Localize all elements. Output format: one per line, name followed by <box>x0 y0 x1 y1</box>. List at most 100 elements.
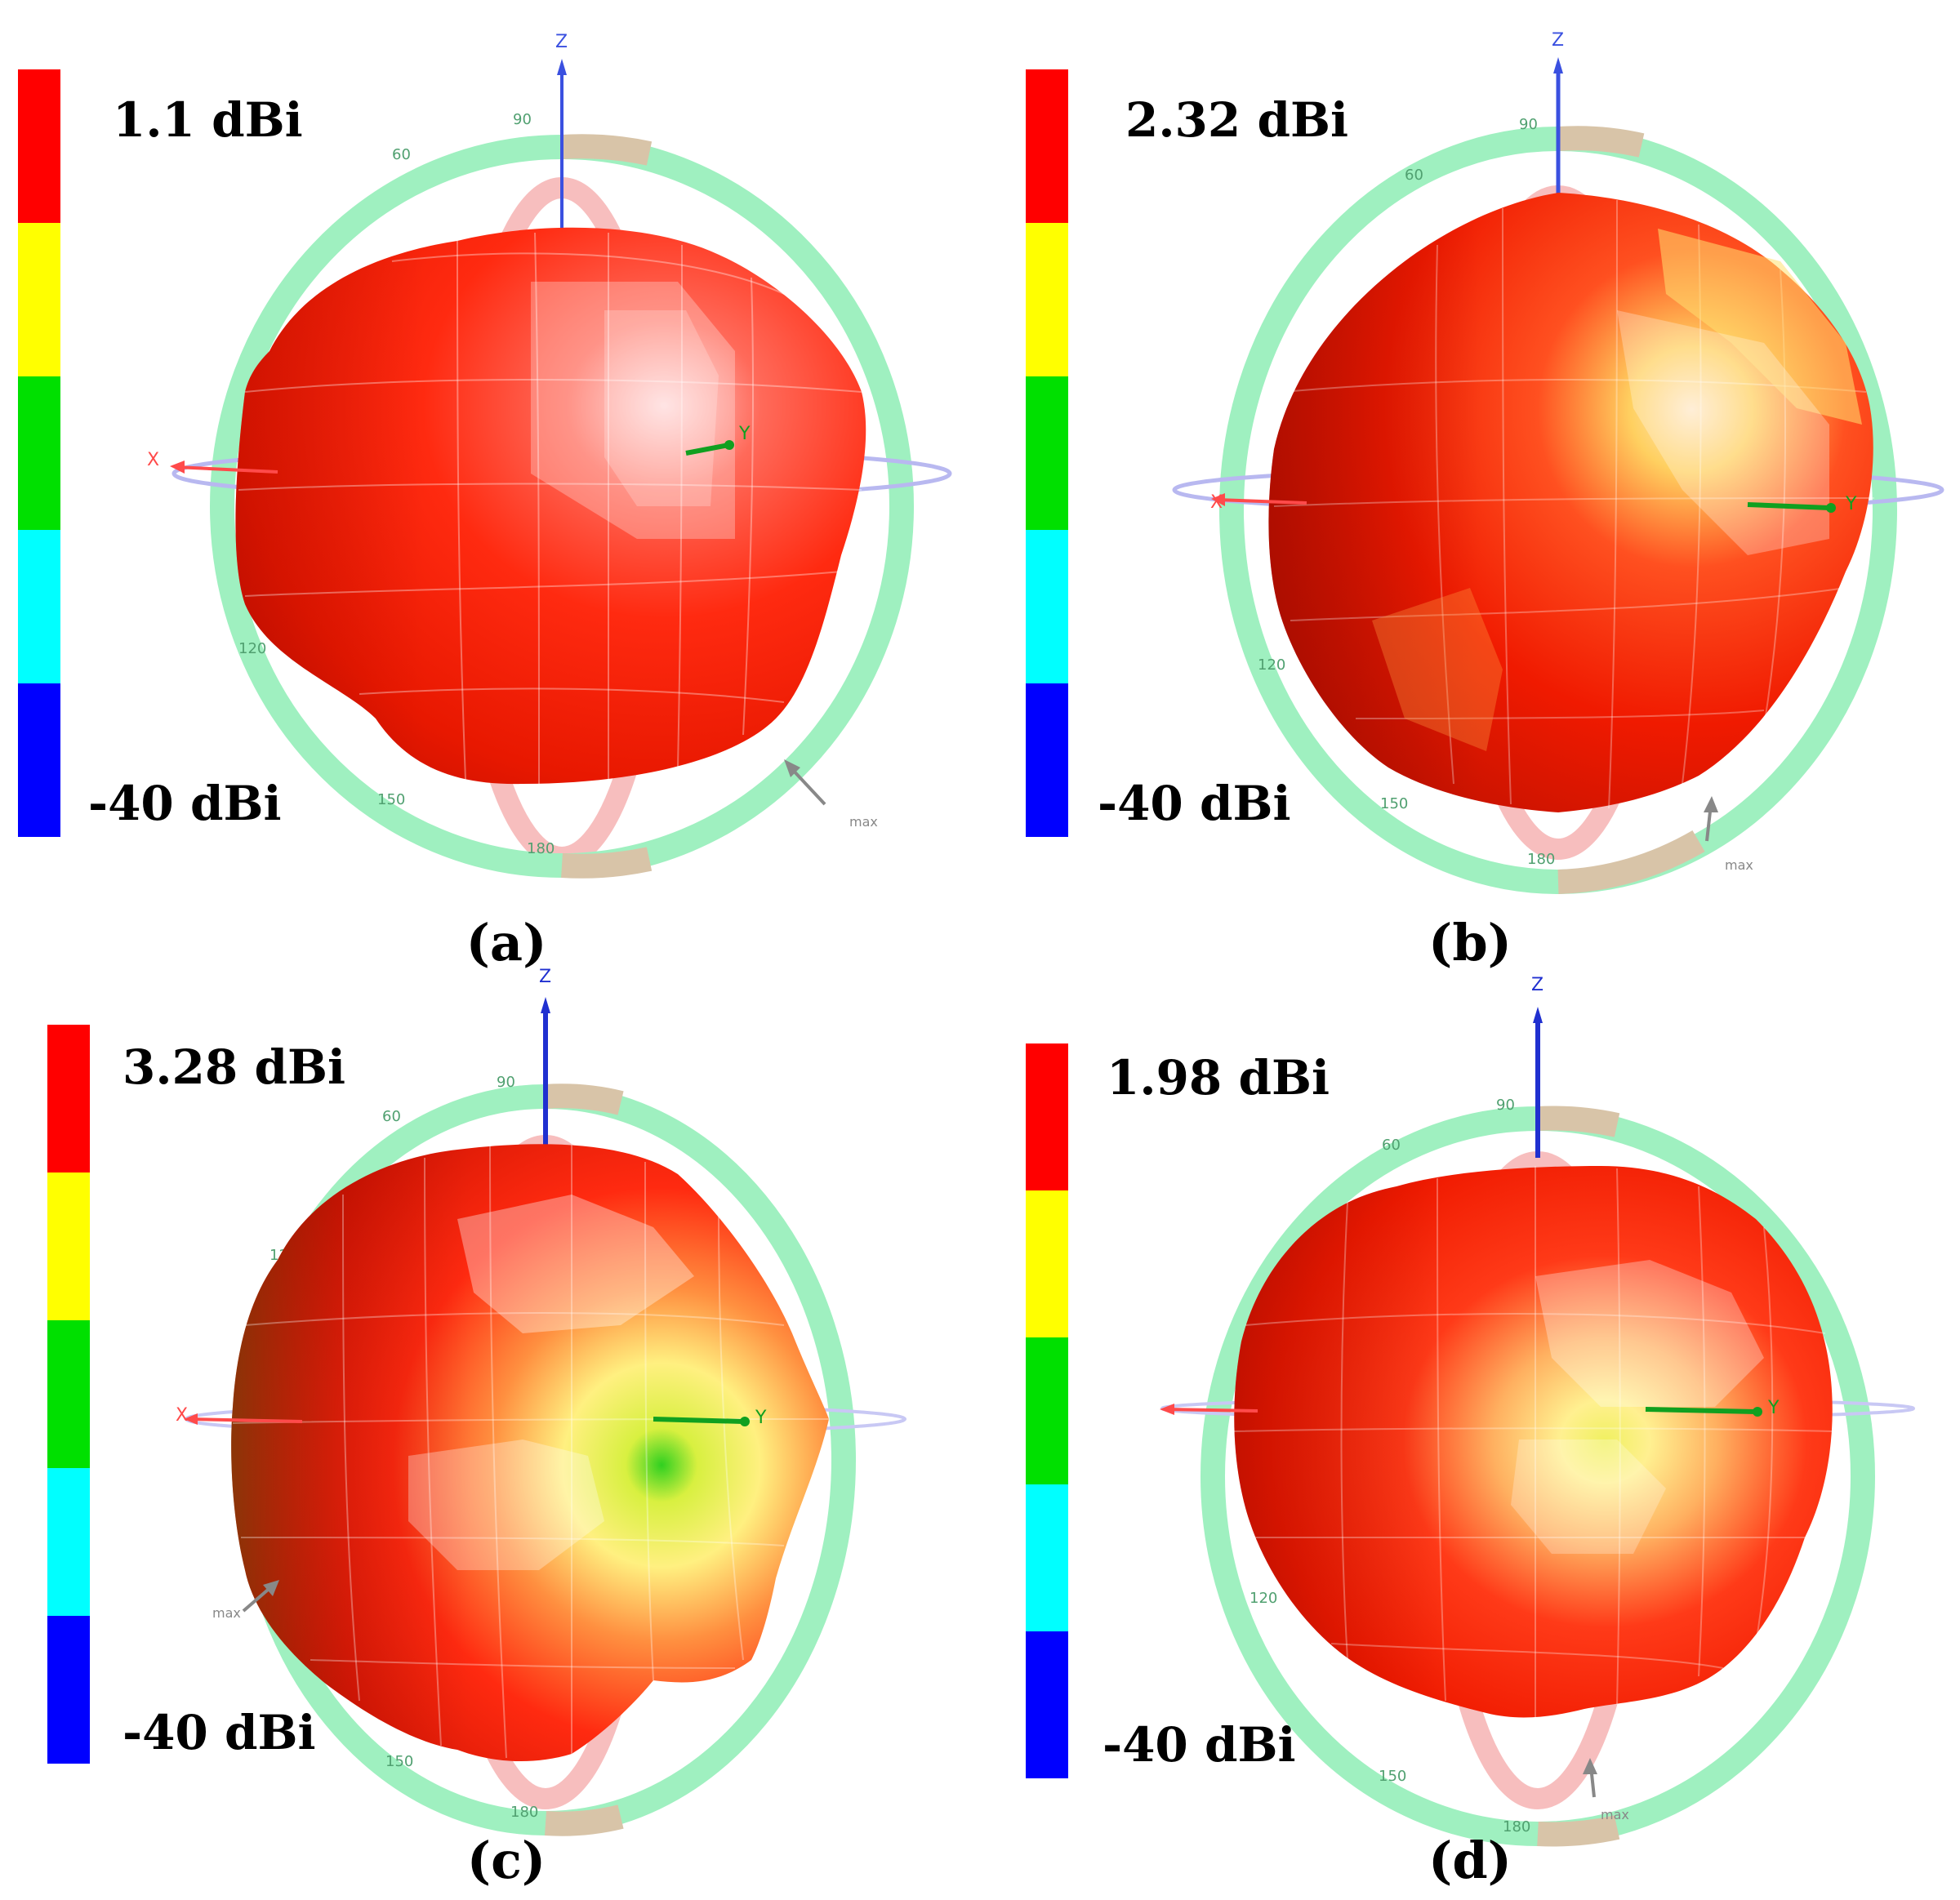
colorbar-segment-yellow <box>1026 1190 1068 1337</box>
max-arrow-icon <box>1704 796 1718 812</box>
ring-tick-90: 90 <box>497 1074 515 1091</box>
max-arrow-icon <box>263 1580 279 1596</box>
colorbar-segment-green <box>1026 1337 1068 1484</box>
max-marker-label: max <box>1601 1807 1629 1822</box>
colorbar-segment-blue <box>1026 683 1068 837</box>
panel-b: 2.32 dBi -40 dBi 90 60 12 <box>980 0 1960 968</box>
z-axis-label: Z <box>1552 30 1564 51</box>
ring-tick-60: 60 <box>392 146 411 163</box>
x-axis-arrow-icon <box>1211 493 1225 506</box>
max-arrow-icon <box>784 759 800 777</box>
max-gain-label: 1.1 dBi <box>113 92 303 148</box>
panel-d: 1.98 dBi -40 dBi 90 60 <box>980 950 1960 1899</box>
ring-tick-180: 180 <box>527 840 555 857</box>
colorbar-segment-cyan <box>47 1468 90 1616</box>
min-gain-label: -40 dBi <box>88 776 282 831</box>
colorbar-segment-yellow <box>1026 223 1068 376</box>
y-axis-label: Y <box>1845 494 1857 514</box>
panel-caption: (d) <box>1428 1831 1512 1890</box>
z-axis: Z <box>539 967 551 1154</box>
ring-tick-90: 90 <box>1496 1097 1515 1114</box>
ring-tick-labels: 90 60 120 150 180 <box>238 111 555 857</box>
antenna-pattern-lobe <box>1232 1166 1834 1718</box>
colorbar <box>1026 1043 1068 1778</box>
ring-tick-labels: 90 60 120 150 180 <box>1258 116 1555 868</box>
x-axis: X <box>1210 492 1307 513</box>
z-axis: Z <box>555 32 568 245</box>
colorbar <box>1026 69 1068 837</box>
ring-tick-150: 150 <box>385 1753 413 1770</box>
ring-tick-120: 120 <box>1250 1590 1277 1607</box>
z-axis: Z <box>1531 975 1544 1158</box>
z-axis-arrow-icon <box>1553 57 1563 73</box>
y-axis: Y <box>653 1408 767 1428</box>
x-axis-label: X <box>147 450 159 470</box>
y-axis-label: Y <box>755 1408 767 1428</box>
x-axis: X <box>147 450 278 474</box>
y-axis: Y <box>1747 494 1857 514</box>
y-axis: Y <box>1645 1398 1780 1418</box>
z-axis-label: Z <box>555 32 568 52</box>
colorbar-segment-cyan <box>18 530 60 683</box>
x-axis-label: X <box>1210 492 1223 513</box>
colorbar-segment-blue <box>1026 1631 1068 1778</box>
colorbar-segment-green <box>1026 376 1068 530</box>
radiation-pattern-3d: 90 60 120 150 180 Z <box>176 967 906 1836</box>
colorbar <box>18 69 60 837</box>
z-axis-arrow-icon <box>557 59 567 75</box>
ring-tick-150: 150 <box>1380 795 1408 812</box>
colorbar-segment-red <box>1026 69 1068 223</box>
ring-tick-120: 120 <box>1258 656 1285 674</box>
ring-tick-180: 180 <box>510 1804 538 1821</box>
z-axis-label: Z <box>1531 975 1544 995</box>
colorbar-segment-cyan <box>1026 530 1068 683</box>
panel-caption: (b) <box>1428 913 1512 972</box>
ring-tick-150: 150 <box>1379 1768 1406 1785</box>
min-gain-label: -40 dBi <box>1098 776 1291 831</box>
x-axis: X <box>176 1405 303 1426</box>
max-arrow-icon <box>1583 1758 1597 1774</box>
radiation-pattern-3d: 90 60 120 150 180 Z <box>1160 975 1915 1847</box>
max-marker-label: max <box>849 814 878 830</box>
colorbar-segment-red <box>47 1025 90 1172</box>
max-marker-label: max <box>212 1605 241 1621</box>
colorbar-segment-red <box>1026 1043 1068 1190</box>
ring-tick-90: 90 <box>1519 116 1538 133</box>
panel-a: 1.1 dBi -40 dBi 90 <box>0 0 980 968</box>
radiation-pattern-3d: 90 60 120 150 180 Z <box>147 32 952 879</box>
y-axis-arrow-icon <box>724 440 734 450</box>
ring-tick-90: 90 <box>513 111 532 128</box>
panel-c: 3.28 dBi -40 dBi 90 <box>0 950 980 1899</box>
min-gain-label: -40 dBi <box>1102 1717 1296 1773</box>
colorbar-segment-blue <box>47 1616 90 1764</box>
max-marker: max <box>212 1580 279 1621</box>
ring-tick-labels: 90 60 120 150 180 <box>1250 1097 1530 1835</box>
y-axis-arrow-icon <box>740 1417 750 1426</box>
colorbar-segment-blue <box>18 683 60 837</box>
x-axis-label: X <box>176 1405 188 1426</box>
y-axis-arrow-icon <box>1826 503 1836 513</box>
z-axis-arrow-icon <box>541 997 550 1013</box>
colorbar-segment-yellow <box>18 223 60 376</box>
colorbar-segment-green <box>47 1320 90 1468</box>
mesh-grid <box>238 232 862 785</box>
antenna-pattern-lobe <box>231 1144 830 1762</box>
y-axis: Y <box>685 424 751 456</box>
max-gain-label: 3.28 dBi <box>122 1039 346 1095</box>
colorbar-segment-green <box>18 376 60 530</box>
ring-tick-60: 60 <box>382 1108 401 1125</box>
colorbar-segment-cyan <box>1026 1484 1068 1631</box>
ring-tick-180: 180 <box>1527 851 1555 868</box>
ring-tick-180: 180 <box>1503 1818 1530 1835</box>
panel-caption: (c) <box>466 1831 546 1890</box>
colorbar <box>47 1025 90 1764</box>
y-axis-label: Y <box>738 424 751 444</box>
max-gain-label: 1.98 dBi <box>1107 1050 1330 1106</box>
x-axis-arrow-icon <box>1160 1404 1174 1415</box>
z-axis-arrow-icon <box>1533 1007 1543 1023</box>
z-axis-label: Z <box>539 967 551 987</box>
mesh-grid <box>232 1144 830 1759</box>
panel-caption: (a) <box>466 913 547 972</box>
z-axis: Z <box>1552 30 1564 196</box>
max-marker: max <box>784 759 878 830</box>
